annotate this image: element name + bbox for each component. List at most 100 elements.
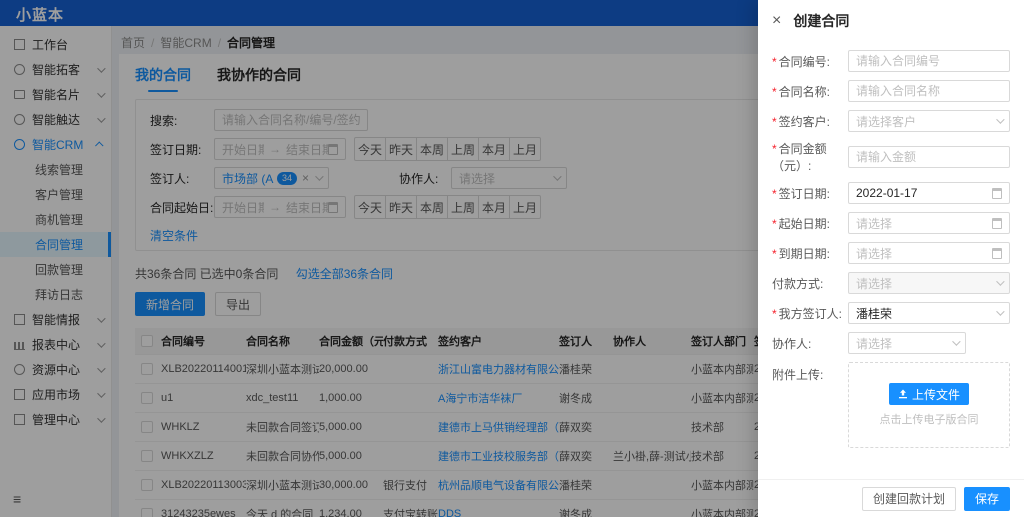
contract-start-label: 合同起始日: bbox=[150, 200, 214, 215]
contract-no-input[interactable] bbox=[848, 50, 1010, 72]
drawer-collab-select[interactable]: 请选择 bbox=[848, 332, 966, 354]
sidebar-item-qingbao[interactable]: 智能情报 bbox=[0, 307, 111, 332]
sidebar-item-payments[interactable]: 回款管理 bbox=[35, 263, 84, 277]
signer-select[interactable]: 市场部 (All), 产品... 34 × bbox=[214, 167, 329, 189]
chevron-down-icon bbox=[996, 307, 1005, 316]
customer-link[interactable]: 浙江山富电力器材有限公司 bbox=[438, 363, 559, 376]
contract-start-range-picker[interactable]: 开始日期 → 结束日期 bbox=[214, 196, 346, 218]
save-button[interactable]: 保存 bbox=[963, 486, 1010, 511]
amount-label: * 合同金额（元）: bbox=[772, 142, 827, 173]
calendar-icon bbox=[328, 201, 338, 213]
calendar-icon bbox=[992, 187, 1002, 199]
table-row: WHKXZLZ 未回款合同协作人离职 5,000.00 建德市工业技校服务部（2… bbox=[135, 441, 843, 471]
customer-link[interactable]: 建德市上马供销经理部（2001易） bbox=[438, 421, 559, 434]
sign-date-picker[interactable]: 2022-01-17 bbox=[848, 182, 1010, 204]
sign-date-quick-ranges: 今天 昨天 本周 上周 本月 上月 bbox=[354, 137, 541, 161]
required-mark: * bbox=[772, 54, 777, 69]
chevron-down-icon bbox=[996, 277, 1005, 286]
chevron-down-icon bbox=[952, 337, 961, 346]
required-mark: * bbox=[772, 186, 777, 201]
sidebar-item-crm[interactable]: 智能CRM bbox=[0, 132, 111, 157]
tab-collab-contracts[interactable]: 我协作的合同 bbox=[217, 67, 301, 83]
customer-link[interactable]: 杭州品顺电气设备有限公司 bbox=[438, 479, 559, 492]
required-mark: * bbox=[772, 142, 777, 156]
quick-yesterday-button[interactable]: 昨天 bbox=[385, 137, 417, 161]
quick-last-month-button[interactable]: 上月 bbox=[509, 195, 541, 219]
close-icon[interactable]: × bbox=[772, 12, 782, 29]
export-button[interactable]: 导出 bbox=[215, 292, 262, 316]
breadcrumb: 首页 / 智能CRM / 合同管理 bbox=[121, 36, 276, 50]
collaborator-label: 协作人: bbox=[399, 171, 439, 186]
breadcrumb-section[interactable]: 智能CRM bbox=[160, 36, 212, 50]
quick-this-week-button[interactable]: 本周 bbox=[416, 137, 448, 161]
contract-name-input[interactable] bbox=[848, 80, 1010, 102]
add-contract-button[interactable]: 新增合同 bbox=[135, 292, 206, 316]
quick-this-month-button[interactable]: 本月 bbox=[478, 137, 510, 161]
row-checkbox[interactable] bbox=[141, 478, 153, 491]
sidebar-item-resources[interactable]: 资源中心 bbox=[0, 357, 111, 382]
amount-input[interactable] bbox=[848, 146, 1010, 168]
our-signer-select[interactable]: 潘桂荣 bbox=[848, 302, 1010, 324]
row-checkbox[interactable] bbox=[141, 391, 153, 404]
attachment-dropzone[interactable]: 上传文件 点击上传电子版合同 bbox=[848, 362, 1010, 448]
due-date-picker[interactable]: 请选择 bbox=[848, 242, 1010, 264]
breadcrumb-current: 合同管理 bbox=[227, 36, 276, 50]
row-checkbox[interactable] bbox=[141, 420, 153, 433]
sidebar-item-contracts[interactable]: 合同管理 bbox=[0, 232, 111, 257]
contract-name-label: * 合同名称: bbox=[772, 84, 831, 99]
collaborator-select[interactable]: 请选择 bbox=[451, 167, 567, 189]
crm-icon bbox=[14, 139, 25, 150]
sidebar-item-app-market[interactable]: 应用市场 bbox=[0, 382, 111, 407]
search-label: 搜索: bbox=[150, 113, 178, 128]
sidebar-item-opportunities[interactable]: 商机管理 bbox=[35, 213, 84, 227]
customer-link[interactable]: A海宁市洁华袜厂 bbox=[438, 392, 523, 405]
due-date-label: * 到期日期: bbox=[772, 246, 831, 261]
sidebar-item-visit-log[interactable]: 拜访日志 bbox=[35, 288, 84, 302]
pay-method-select[interactable]: 请选择 bbox=[848, 272, 1010, 294]
prospecting-icon bbox=[14, 64, 25, 75]
select-all-checkbox[interactable] bbox=[141, 334, 153, 347]
customer-link[interactable]: 建德市工业技校服务部（2001易） bbox=[438, 450, 559, 463]
pay-method-label: 付款方式: bbox=[772, 276, 824, 291]
app-logo: 小蓝本 bbox=[16, 7, 65, 24]
customer-link[interactable]: DDS bbox=[438, 507, 462, 517]
upload-file-button[interactable]: 上传文件 bbox=[888, 383, 969, 405]
quick-this-week-button[interactable]: 本周 bbox=[416, 195, 448, 219]
create-contract-drawer: × 创建合同 *合同编号: *合同名称: *签约客户: 请选择客户 *合同金额（… bbox=[758, 0, 1024, 517]
quick-last-month-button[interactable]: 上月 bbox=[509, 137, 541, 161]
sidebar-item-admin[interactable]: 管理中心 bbox=[0, 407, 111, 432]
start-date-picker[interactable]: 请选择 bbox=[848, 212, 1010, 234]
drawer-header: × 创建合同 bbox=[758, 0, 1024, 42]
search-input[interactable] bbox=[214, 109, 368, 131]
sidebar-item-customers[interactable]: 客户管理 bbox=[35, 188, 84, 202]
sidebar-item-tuoke[interactable]: 智能拓客 bbox=[0, 57, 111, 82]
customer-select[interactable]: 请选择客户 bbox=[848, 110, 1010, 132]
contract-start-quick-ranges: 今天 昨天 本周 上周 本月 上月 bbox=[354, 195, 541, 219]
sidebar-item-leads[interactable]: 线索管理 bbox=[35, 163, 84, 177]
customer-select-label: * 签约客户: bbox=[772, 114, 831, 129]
contract-no-label: * 合同编号: bbox=[772, 54, 831, 69]
sign-date-range-picker[interactable]: 开始日期 → 结束日期 bbox=[214, 138, 346, 160]
sidebar-item-chuda[interactable]: 智能触达 bbox=[0, 107, 111, 132]
create-payment-plan-button[interactable]: 创建回款计划 bbox=[861, 486, 956, 511]
menu-fold-icon[interactable]: ≡ bbox=[13, 491, 22, 507]
sidebar-item-mingpian[interactable]: 智能名片 bbox=[0, 82, 111, 107]
breadcrumb-home[interactable]: 首页 bbox=[121, 36, 146, 50]
select-all-link[interactable]: 勾选全部36条合同 bbox=[295, 267, 394, 281]
app-market-icon bbox=[14, 389, 25, 400]
quick-this-month-button[interactable]: 本月 bbox=[478, 195, 510, 219]
quick-today-button[interactable]: 今天 bbox=[354, 137, 386, 161]
clear-filters-link[interactable]: 清空条件 bbox=[150, 229, 199, 243]
row-checkbox[interactable] bbox=[141, 507, 153, 517]
row-checkbox[interactable] bbox=[141, 362, 153, 375]
chevron-down-icon bbox=[996, 115, 1005, 124]
drawer-form: *合同编号: *合同名称: *签约客户: 请选择客户 *合同金额（元）: *签订… bbox=[758, 42, 1024, 448]
row-checkbox[interactable] bbox=[141, 449, 153, 462]
calendar-icon bbox=[992, 217, 1002, 229]
sidebar-item-workbench[interactable]: 工作台 bbox=[0, 32, 111, 57]
drawer-footer: 创建回款计划 保存 bbox=[758, 479, 1024, 517]
sidebar-item-reports[interactable]: 报表中心 bbox=[0, 332, 111, 357]
clear-selection-icon[interactable]: × bbox=[301, 171, 309, 185]
tab-my-contracts[interactable]: 我的合同 bbox=[135, 65, 191, 92]
